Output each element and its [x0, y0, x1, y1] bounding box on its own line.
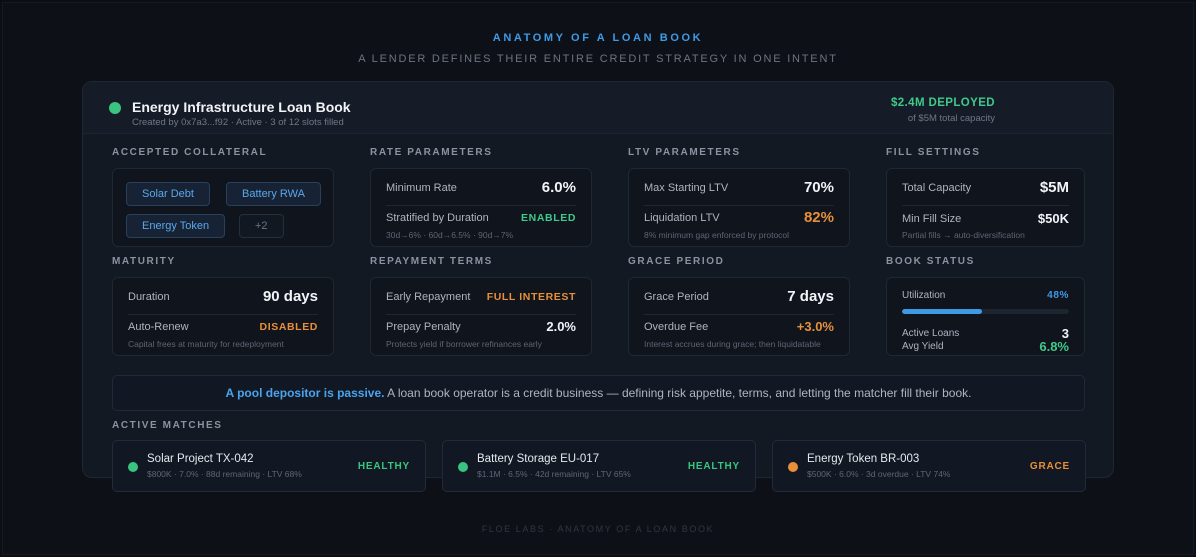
footer-credit: FLOE LABS · ANATOMY OF A LOAN BOOK — [481, 524, 715, 534]
match-name: Energy Token BR-003 — [807, 453, 920, 465]
grace-period-value: 7 days — [787, 288, 834, 305]
rate-note: 30d→6% · 60d→6.5% · 90d→7% — [386, 230, 514, 240]
match-status-dot-icon — [458, 462, 468, 472]
status-dot-icon — [109, 102, 121, 114]
utilization-bar-fill — [902, 309, 983, 314]
max-ltv-label: Max Starting LTV — [644, 181, 729, 194]
match-status-dot-icon — [128, 462, 138, 472]
maturity-note: Capital frees at maturity for redeployme… — [128, 339, 284, 349]
stratified-label: Stratified by Duration — [386, 212, 489, 224]
section-label-rate: RATE PARAMETERS — [370, 147, 493, 158]
section-label-ltv: LTV PARAMETERS — [628, 147, 741, 158]
rate-panel: Minimum Rate 6.0% Stratified by Duration E… — [370, 168, 592, 247]
divider — [128, 314, 318, 315]
total-capacity-label: Total Capacity — [902, 181, 972, 194]
match-status-dot-icon — [788, 462, 798, 472]
repayment-panel: Early Repayment FULL INTEREST Prepay Pena… — [370, 277, 592, 356]
max-ltv-value: 70% — [803, 179, 834, 196]
min-rate-label: Minimum Rate — [386, 181, 457, 194]
deployed-amount: $2.4M DEPLOYED — [890, 97, 995, 109]
match-detail: $500K · 6.0% · 3d overdue · LTV 74% — [807, 469, 951, 479]
min-fill-value: $50K — [1037, 211, 1069, 226]
grace-note: Interest accrues during grace; then liqu… — [644, 339, 821, 349]
grace-period-label: Grace Period — [644, 290, 709, 303]
repayment-note: Protects yield if borrower refinances ea… — [386, 339, 542, 349]
overdue-fee-value: +3.0% — [796, 319, 834, 334]
match-detail: $800K · 7.0% · 88d remaining · LTV 68% — [147, 469, 302, 479]
min-fill-label: Min Fill Size — [902, 212, 962, 225]
liquidation-ltv-value: 82% — [803, 209, 834, 226]
prepay-penalty-value: 2.0% — [546, 319, 576, 334]
utilization-value: 48% — [1047, 290, 1069, 301]
match-state: HEALTHY — [357, 461, 410, 472]
match-card[interactable]: Battery Storage EU-017 $1.1M · 6.5% · 42… — [442, 440, 756, 492]
match-card[interactable]: Energy Token BR-003 $500K · 6.0% · 3d ov… — [772, 440, 1086, 492]
book-status-panel: Utilization 48% Active Loans 3 Avg Yield 6.… — [886, 277, 1085, 356]
prepay-penalty-label: Prepay Penalty — [386, 320, 461, 333]
divider — [386, 205, 576, 206]
passive-vs-operator-callout: A pool depositor is passive. A loan book… — [112, 375, 1085, 411]
hero-title: ANATOMY OF A LOAN BOOK — [492, 32, 704, 44]
auto-renew-label: Auto-Renew — [128, 321, 189, 333]
callout-text: A loan book operator is a credit busines… — [384, 386, 972, 400]
fill-note: Partial fills → auto-diversification — [902, 230, 1025, 240]
avg-yield-value: 6.8% — [1039, 339, 1069, 354]
ltv-panel: Max Starting LTV 70% Liquidation LTV 82% 8… — [628, 168, 850, 247]
duration-value: 90 days — [262, 288, 318, 305]
match-state: HEALTHY — [687, 461, 740, 472]
divider — [644, 314, 834, 315]
callout-lead: A pool depositor is passive. — [225, 386, 385, 400]
utilization-bar — [902, 309, 1069, 314]
stratified-badge: ENABLED — [521, 212, 576, 224]
section-label-matches: ACTIVE MATCHES — [112, 420, 223, 431]
auto-renew-badge: DISABLED — [259, 321, 318, 333]
grace-panel: Grace Period 7 days Overdue Fee +3.0% Inte… — [628, 277, 850, 356]
collateral-chip-solar-debt[interactable]: Solar Debt — [126, 182, 210, 206]
active-loans-label: Active Loans — [902, 328, 960, 339]
loan-book-header: Energy Infrastructure Loan Book Created … — [83, 82, 1113, 134]
maturity-panel: Duration 90 days Auto-Renew DISABLED Capit… — [112, 277, 334, 356]
duration-label: Duration — [128, 290, 170, 303]
utilization-label: Utilization — [902, 290, 946, 301]
section-label-maturity: MATURITY — [112, 256, 176, 267]
section-label-fill: FILL SETTINGS — [886, 147, 981, 158]
active-loans-value: 3 — [1061, 326, 1069, 341]
collateral-panel: Solar Debt Battery RWA Energy Token +2 — [112, 168, 334, 247]
total-capacity-value: $5M — [1039, 179, 1069, 196]
avg-yield-label: Avg Yield — [902, 341, 944, 352]
section-label-status: BOOK STATUS — [886, 256, 975, 267]
match-name: Battery Storage EU-017 — [477, 453, 600, 465]
hero-subtitle: A LENDER DEFINES THEIR ENTIRE CREDIT STR… — [358, 53, 838, 65]
total-capacity-note: of $5M total capacity — [907, 113, 995, 124]
divider — [386, 314, 576, 315]
section-label-grace: GRACE PERIOD — [628, 256, 725, 267]
section-label-repayment: REPAYMENT TERMS — [370, 256, 493, 267]
match-name: Solar Project TX-042 — [147, 453, 254, 465]
collateral-chip-energy-token[interactable]: Energy Token — [126, 214, 226, 238]
collateral-chip-battery-rwa[interactable]: Battery RWA — [226, 182, 321, 206]
min-rate-value: 6.0% — [541, 179, 576, 196]
divider — [902, 205, 1069, 206]
liquidation-ltv-label: Liquidation LTV — [644, 211, 720, 224]
fill-panel: Total Capacity $5M Min Fill Size $50K Part… — [886, 168, 1085, 247]
section-label-collateral: ACCEPTED COLLATERAL — [112, 147, 268, 158]
overdue-fee-label: Overdue Fee — [644, 320, 709, 333]
divider — [644, 205, 834, 206]
early-repayment-badge: FULL INTEREST — [486, 291, 576, 303]
loan-book-meta: Created by 0x7a3...f92 · Active · 3 of 1… — [132, 117, 344, 128]
match-detail: $1.1M · 6.5% · 42d remaining · LTV 65% — [477, 469, 631, 479]
match-state: GRACE — [1029, 461, 1070, 472]
match-card[interactable]: Solar Project TX-042 $800K · 7.0% · 88d … — [112, 440, 426, 492]
ltv-note: 8% minimum gap enforced by protocol — [644, 230, 790, 240]
early-repayment-label: Early Repayment — [386, 291, 471, 303]
loan-book-title: Energy Infrastructure Loan Book — [132, 99, 351, 115]
collateral-more-chip[interactable]: +2 — [239, 214, 284, 238]
